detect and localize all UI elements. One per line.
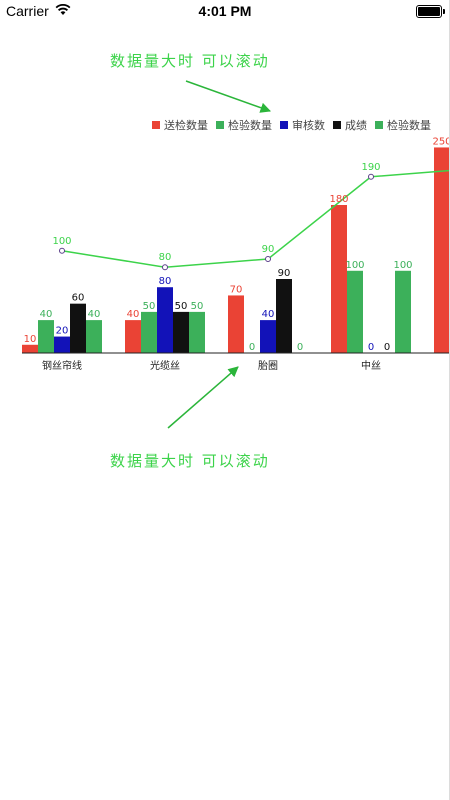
bar-value-label: 10 <box>24 334 37 345</box>
line-value-label: 90 <box>262 244 275 255</box>
bar-value-label: 40 <box>88 309 101 320</box>
line-value-label: 80 <box>159 252 172 263</box>
bar-2-2[interactable] <box>260 320 276 353</box>
line-value-label: 190 <box>361 162 380 173</box>
bar-value-label: 100 <box>345 260 364 271</box>
bar-3-4[interactable] <box>395 271 411 353</box>
bar-value-label: 50 <box>143 301 156 312</box>
line-value-label: 100 <box>52 236 71 247</box>
line-point[interactable] <box>266 257 271 262</box>
bar-4-0[interactable] <box>434 147 450 353</box>
bar-2-0[interactable] <box>228 295 244 353</box>
line-point[interactable] <box>369 174 374 179</box>
bar-value-label: 60 <box>72 293 85 304</box>
x-tick-label: 钢丝帘线 <box>42 359 82 372</box>
bar-value-label: 100 <box>393 260 412 271</box>
bar-value-label: 0 <box>297 342 303 353</box>
bar-1-3[interactable] <box>173 312 189 353</box>
bar-value-label: 40 <box>262 309 275 320</box>
bar-value-label: 50 <box>175 301 188 312</box>
bar-0-3[interactable] <box>70 304 86 353</box>
bar-3-1[interactable] <box>347 271 363 353</box>
bar-value-label: 90 <box>278 268 291 279</box>
x-tick-label: 胎圈 <box>258 359 278 372</box>
x-tick-label: 中丝 <box>361 359 381 372</box>
bar-value-label: 0 <box>249 342 255 353</box>
bar-value-label: 40 <box>127 309 140 320</box>
bar-1-4[interactable] <box>189 312 205 353</box>
line-point[interactable] <box>60 248 65 253</box>
bar-0-1[interactable] <box>38 320 54 353</box>
bar-0-2[interactable] <box>54 337 70 353</box>
bar-value-label: 80 <box>159 276 172 287</box>
bar-value-label: 0 <box>384 342 390 353</box>
bar-value-label: 180 <box>329 194 348 205</box>
bar-value-label: 50 <box>191 301 204 312</box>
line-series <box>62 169 450 268</box>
bar-value-label: 20 <box>56 326 69 337</box>
bar-value-label: 250 <box>432 136 450 147</box>
bar-0-4[interactable] <box>86 320 102 353</box>
hint-arrow-bottom <box>168 367 238 428</box>
bar-1-2[interactable] <box>157 287 173 353</box>
bar-value-label: 0 <box>368 342 374 353</box>
bar-3-0[interactable] <box>331 205 347 353</box>
bar-2-3[interactable] <box>276 279 292 353</box>
line-point[interactable] <box>163 265 168 270</box>
bar-1-1[interactable] <box>141 312 157 353</box>
bar-value-label: 70 <box>230 284 243 295</box>
bar-value-label: 40 <box>40 309 53 320</box>
bar-0-0[interactable] <box>22 345 38 353</box>
x-tick-label: 光缆丝 <box>150 359 180 372</box>
hint-arrow-top <box>186 81 270 111</box>
bar-1-0[interactable] <box>125 320 141 353</box>
